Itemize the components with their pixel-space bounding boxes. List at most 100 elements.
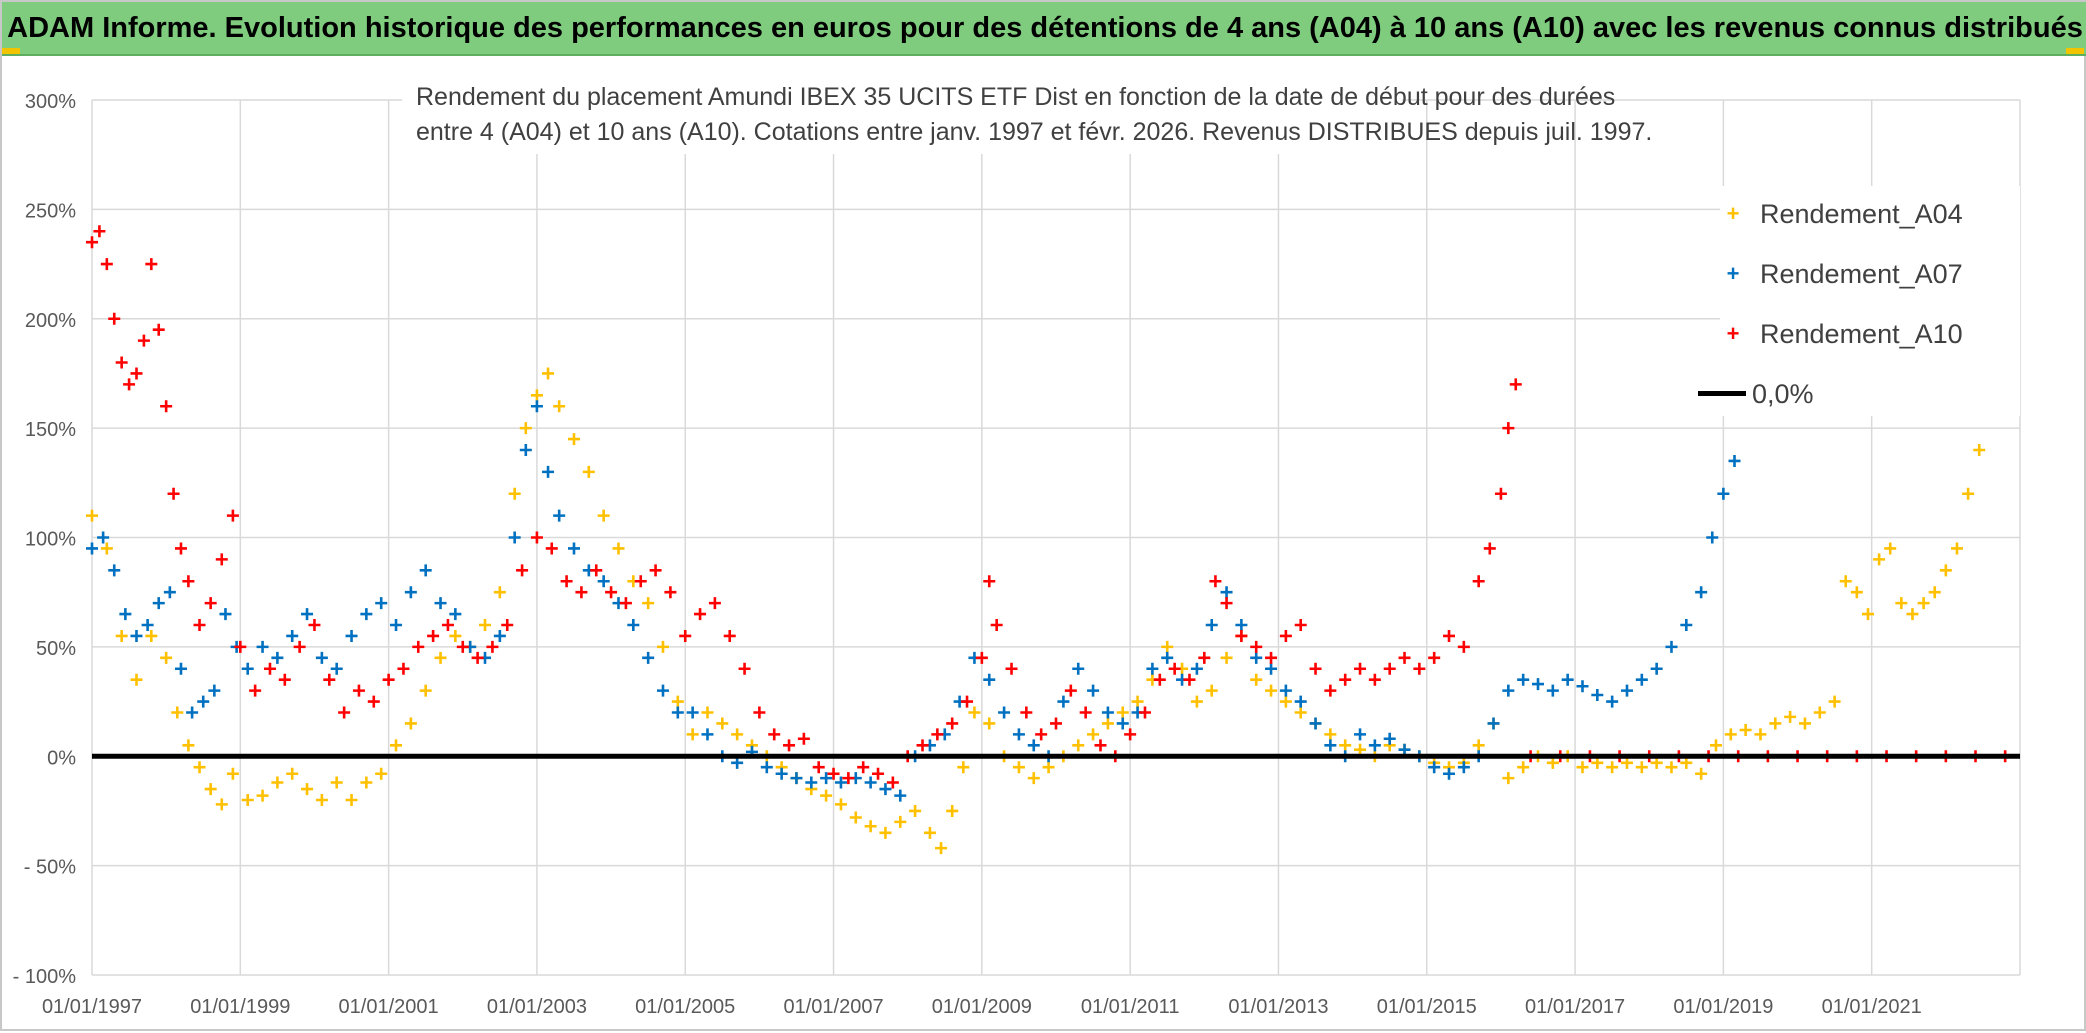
y-tick-label: - 100%	[13, 966, 77, 988]
data-point	[545, 542, 558, 555]
data-point	[145, 629, 158, 642]
data-point	[208, 684, 221, 697]
data-point	[656, 640, 669, 653]
data-point	[1939, 564, 1952, 577]
data-point	[990, 619, 1003, 631]
data-point	[204, 597, 217, 610]
data-point	[1087, 684, 1100, 697]
data-point	[582, 465, 595, 478]
data-point	[1027, 739, 1040, 752]
data-point	[1057, 695, 1070, 708]
data-point	[790, 772, 803, 785]
data-point	[301, 608, 314, 621]
data-point	[1209, 575, 1222, 588]
data-point	[1591, 756, 1604, 769]
data-point	[916, 739, 929, 752]
data-point	[1928, 586, 1941, 599]
data-point	[234, 640, 247, 653]
data-point	[160, 400, 173, 413]
legend-item-a10: + Rendement_A10	[1720, 312, 1963, 352]
legend-line-zero	[1698, 391, 1746, 397]
data-point	[293, 640, 306, 653]
data-point	[86, 236, 98, 249]
data-point	[1027, 772, 1040, 785]
data-point	[434, 651, 447, 664]
data-point	[174, 662, 187, 675]
report-banner: ADAM Informe. Evolution historique des p…	[2, 2, 2086, 56]
data-point	[1220, 597, 1233, 610]
data-point	[115, 629, 128, 642]
y-tick-label: 250%	[25, 200, 76, 222]
data-point	[642, 597, 655, 610]
data-point	[612, 542, 625, 555]
data-point	[1517, 761, 1530, 774]
data-point	[1161, 640, 1174, 653]
legend-marker-a10: +	[1726, 320, 1740, 346]
data-point	[701, 728, 714, 741]
data-point	[1413, 662, 1426, 675]
data-point	[1101, 717, 1114, 730]
data-point	[1265, 684, 1278, 697]
data-point	[1220, 651, 1233, 664]
x-tick-label: 01/01/2017	[1525, 996, 1625, 1018]
data-point	[434, 597, 447, 610]
data-point	[1012, 761, 1025, 774]
data-point	[1754, 728, 1767, 741]
data-point	[1354, 728, 1367, 741]
data-point	[1739, 724, 1752, 736]
data-point	[360, 776, 373, 789]
data-point	[1012, 728, 1025, 741]
data-point	[1198, 651, 1211, 664]
data-point	[152, 323, 165, 336]
data-point	[983, 575, 996, 588]
data-point	[186, 706, 199, 719]
data-point	[879, 826, 892, 839]
data-point	[560, 575, 573, 588]
data-point	[1650, 756, 1663, 769]
data-point	[1502, 772, 1515, 785]
data-point	[1606, 761, 1619, 774]
data-point	[397, 662, 410, 675]
data-point	[204, 783, 217, 796]
data-point	[141, 619, 154, 631]
data-point	[119, 608, 132, 621]
data-point	[723, 629, 736, 642]
legend-marker-a07: +	[1726, 260, 1740, 286]
x-tick-label: 01/01/2001	[339, 996, 439, 1018]
data-point	[519, 422, 532, 435]
data-point	[1532, 678, 1544, 691]
data-point	[1279, 629, 1292, 642]
data-point	[923, 826, 936, 839]
data-point	[864, 820, 877, 833]
data-point	[1294, 706, 1307, 719]
data-point	[1064, 684, 1077, 697]
data-point	[1665, 761, 1678, 774]
data-point	[130, 629, 143, 642]
data-point	[1839, 575, 1852, 588]
data-point	[827, 767, 840, 780]
x-tick-label: 01/01/2015	[1377, 996, 1477, 1018]
data-point	[961, 695, 974, 708]
data-point	[249, 684, 262, 697]
data-point	[1850, 586, 1863, 599]
data-point	[1546, 684, 1559, 697]
data-point	[123, 378, 136, 391]
data-point	[1398, 743, 1411, 756]
data-point	[1116, 706, 1129, 719]
data-point	[163, 586, 176, 599]
data-point	[975, 651, 988, 664]
data-point	[686, 728, 699, 741]
data-point	[530, 389, 543, 402]
data-point	[330, 662, 343, 675]
data-point	[278, 673, 291, 686]
data-point	[1138, 706, 1151, 719]
data-point	[1324, 684, 1337, 697]
data-point	[1294, 619, 1307, 631]
data-point	[1443, 629, 1456, 642]
data-point	[820, 789, 833, 802]
legend-label-a04: Rendement_A04	[1760, 198, 1963, 229]
data-point	[1472, 575, 1485, 588]
series-rendement_a10	[86, 225, 2012, 789]
data-point	[390, 619, 403, 631]
